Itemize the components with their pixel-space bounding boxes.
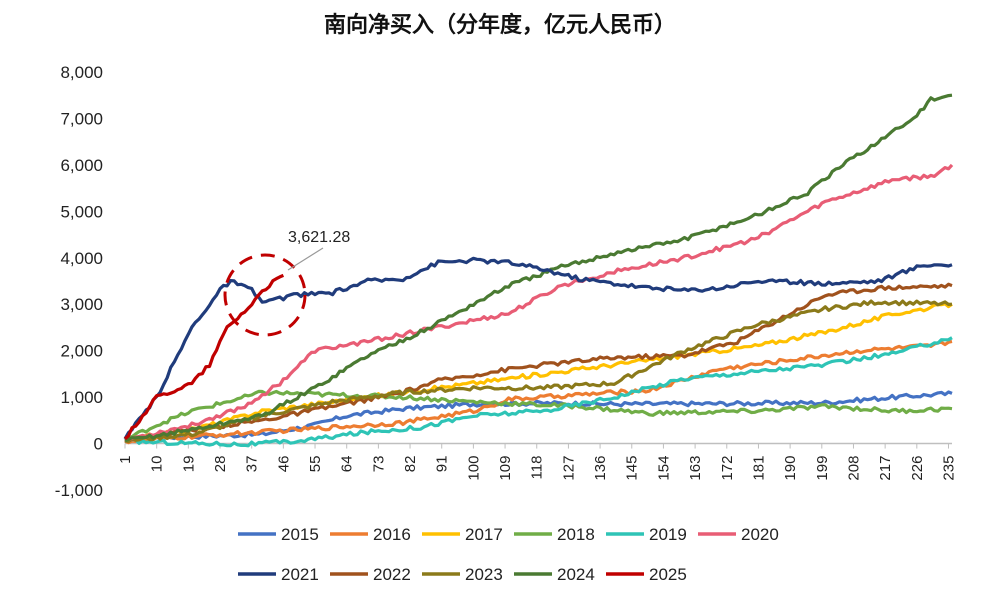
y-tick-label: 8,000 — [60, 63, 103, 82]
legend-label-2015: 2015 — [281, 525, 319, 544]
legend-label-2019: 2019 — [649, 525, 687, 544]
x-tick-label: 118 — [529, 456, 546, 480]
x-tick-label: 10 — [149, 456, 166, 473]
y-tick-label: -1,000 — [55, 481, 103, 500]
highlight-circle — [223, 253, 307, 337]
x-tick-label: 28 — [212, 456, 229, 473]
y-tick-label: 2,000 — [60, 342, 103, 361]
legend-label-2017: 2017 — [465, 525, 503, 544]
legend-label-2018: 2018 — [557, 525, 595, 544]
x-tick-label: 37 — [244, 456, 261, 473]
x-tick-label: 19 — [180, 456, 197, 473]
series-line-2022 — [124, 282, 953, 443]
x-axis: 1 10 19 28 37 46 55 64 73 82 91 100 109 118 127 136 145 1… — [117, 442, 957, 481]
x-tick-label: 64 — [339, 456, 356, 473]
series-line-2016 — [124, 339, 953, 445]
x-tick-label: 172 — [719, 456, 736, 481]
chart-title: 南向净买入（分年度，亿元人民币） — [324, 12, 676, 38]
series-line-2019 — [124, 336, 953, 448]
legend-label-2016: 2016 — [373, 525, 411, 544]
legend-label-2021: 2021 — [281, 565, 319, 584]
y-tick-label: 6,000 — [60, 156, 103, 175]
x-tick-label: 190 — [782, 456, 799, 481]
legend-label-2022: 2022 — [373, 565, 411, 584]
x-tick-label: 145 — [624, 456, 641, 481]
legend-label-2025: 2025 — [649, 565, 687, 584]
x-tick-label: 109 — [497, 456, 514, 481]
annotation-leader — [287, 247, 324, 271]
series-line-2024 — [124, 93, 953, 443]
y-tick-label: 3,000 — [60, 295, 103, 314]
series-line-2020 — [124, 163, 954, 442]
x-tick-label: 208 — [845, 456, 862, 481]
y-tick-label: 4,000 — [60, 249, 103, 268]
legend-label-2024: 2024 — [557, 565, 595, 584]
annotations: 3,621.28 — [223, 229, 350, 337]
x-tick-label: 127 — [560, 456, 577, 481]
y-axis: -1,000 0 1,000 2,000 3,000 4,000 5,000 6,000 7,0… — [55, 63, 103, 500]
x-tick-label: 91 — [434, 456, 451, 473]
x-tick-label: 163 — [687, 456, 704, 481]
series-line-2021 — [123, 256, 953, 440]
y-tick-label: 0 — [94, 435, 103, 454]
x-tick-label: 136 — [592, 456, 609, 481]
x-tick-label: 1 — [117, 456, 134, 464]
y-tick-label: 1,000 — [60, 388, 103, 407]
x-tick-label: 226 — [909, 456, 926, 481]
x-tick-label: 46 — [275, 456, 292, 473]
series-line-2025 — [123, 273, 285, 441]
x-tick-label: 100 — [465, 456, 482, 481]
x-tick-label: 235 — [940, 456, 957, 481]
x-tick-label: 55 — [307, 456, 324, 473]
series-line-2017 — [124, 302, 953, 442]
y-tick-label: 5,000 — [60, 202, 103, 221]
y-tick-label: 7,000 — [60, 109, 103, 128]
legend: 2015 2016 2017 2018 2019 2020 2021 2022 2023 2024… — [238, 525, 779, 584]
x-tick-label: 154 — [655, 456, 672, 481]
x-tick-label: 199 — [814, 456, 831, 481]
legend-label-2023: 2023 — [465, 565, 503, 584]
x-tick-label: 73 — [370, 456, 387, 473]
series-line-2015 — [124, 390, 953, 442]
annotation-label: 3,621.28 — [288, 229, 350, 246]
x-tick-label: 217 — [877, 456, 894, 481]
series-line-2018 — [124, 389, 953, 442]
legend-label-2020: 2020 — [741, 525, 779, 544]
x-tick-label: 181 — [750, 456, 767, 481]
series-lines — [123, 93, 954, 448]
x-tick-label: 82 — [402, 456, 419, 473]
